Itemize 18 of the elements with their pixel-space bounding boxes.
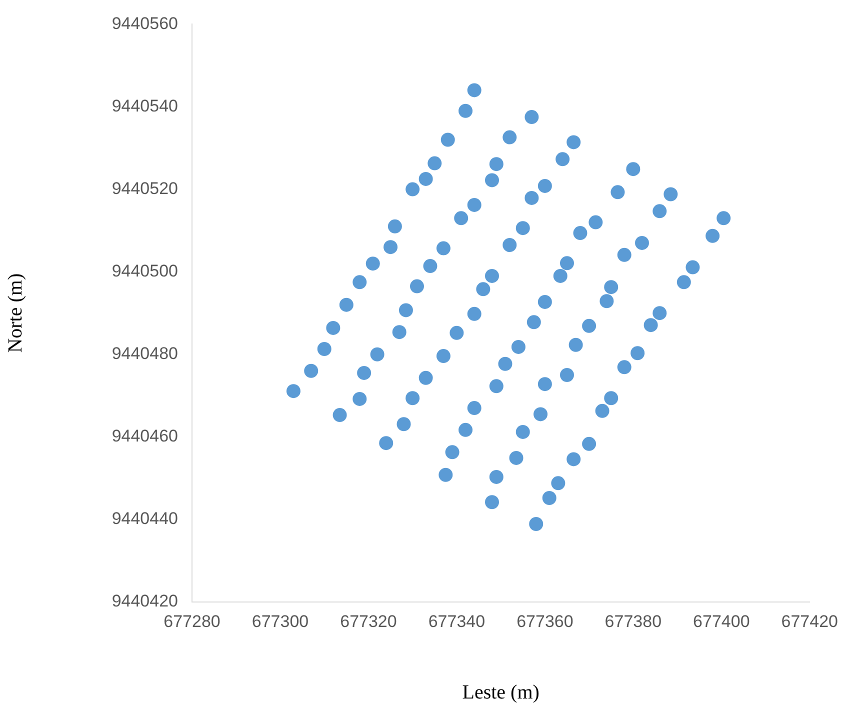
x-tick-label: 677400	[693, 612, 750, 631]
x-tick-label: 677380	[604, 612, 662, 631]
x-tick-label: 677420	[781, 612, 838, 631]
y-tick-label: 9440480	[112, 344, 178, 364]
x-axis-title: Leste (m)	[462, 681, 540, 704]
x-tick-label: 677340	[428, 612, 486, 631]
x-tick-label: 677280	[164, 612, 220, 631]
y-tick-label: 9440520	[112, 178, 178, 198]
x-tick-label: 677300	[252, 612, 309, 631]
y-axis-title: Norte (m)	[4, 273, 26, 353]
y-tick-label: 9440540	[112, 96, 178, 116]
y-tick-label: 9440460	[112, 426, 178, 446]
y-tick-label: 9440440	[112, 509, 178, 528]
x-tick-label: 677360	[516, 612, 574, 631]
y-tick-label: 9440420	[112, 592, 178, 611]
y-tick-label: 9440500	[112, 262, 178, 281]
x-tick-label: 677320	[340, 612, 397, 631]
y-tick-label: 9440560	[112, 14, 178, 33]
